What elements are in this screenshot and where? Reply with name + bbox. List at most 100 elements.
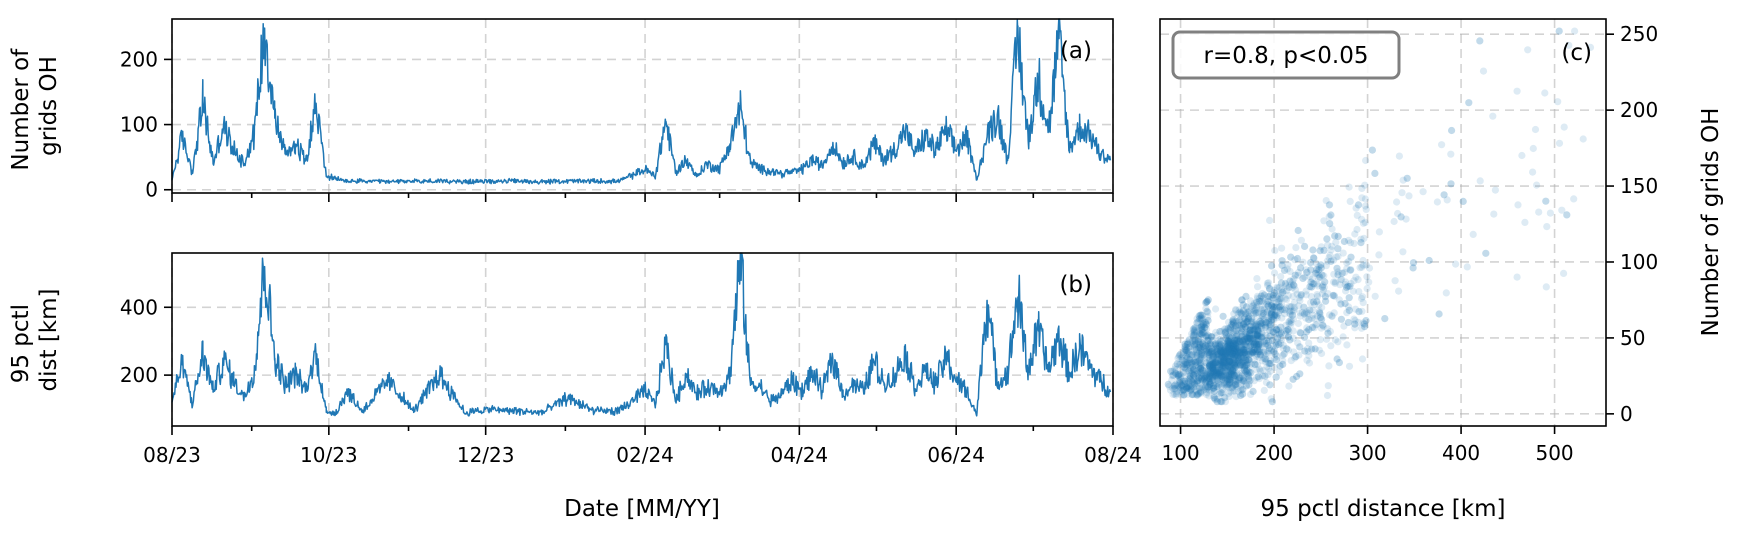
panel-c-point (1232, 336, 1240, 344)
panel-c-point (1221, 328, 1229, 336)
panel-c-point (1270, 328, 1278, 336)
panel-c-point (1245, 368, 1253, 376)
panel-c-point (1284, 261, 1292, 269)
panel-c-point (1185, 336, 1193, 344)
panel-c-point (1261, 323, 1270, 331)
panel-c-point (1225, 358, 1233, 366)
panel-c-point (1250, 319, 1258, 327)
panel-c-point (1206, 361, 1214, 369)
panel-c-point (1560, 123, 1568, 131)
panel-c-point (1190, 371, 1198, 379)
panel-c-point (1279, 344, 1287, 352)
panel-c-point (1301, 347, 1309, 355)
panel-c-point (1204, 348, 1212, 357)
panel-c-point (1242, 310, 1250, 318)
panel-c-point (1358, 293, 1367, 301)
panel-c-point (1229, 317, 1237, 325)
panel-c-point (1225, 369, 1233, 377)
panel-c-point (1201, 344, 1209, 352)
panel-c-point (1232, 344, 1240, 352)
panel-c-point (1322, 262, 1330, 270)
panel-c-point (1254, 294, 1262, 302)
panel-c-point (1333, 355, 1341, 363)
panel-c-point (1221, 329, 1229, 337)
panel-c-point (1229, 366, 1237, 375)
panel-c-point (1308, 314, 1316, 322)
panel-c-point (1335, 296, 1343, 304)
panel-c-point (1240, 348, 1248, 356)
panel-c-point (1261, 340, 1269, 348)
panel-c-point (1216, 360, 1224, 368)
panel-c-point (1261, 342, 1269, 350)
panel-c-point (1239, 361, 1247, 369)
panel-c-point (1263, 300, 1271, 308)
panel-c-point (1254, 346, 1262, 354)
panel-c-point (1289, 375, 1297, 383)
panel-c-point (1217, 360, 1225, 368)
panel-c-point (1211, 366, 1219, 374)
panel-c-point (1560, 269, 1568, 277)
panel-c-point (1297, 329, 1305, 337)
panel-c-point (1205, 332, 1213, 340)
panel-c-point (1240, 377, 1248, 385)
panel-c-point (1250, 346, 1258, 354)
panel-c-point (1231, 359, 1239, 367)
panel-c-point (1302, 314, 1310, 322)
panel-c-point (1198, 351, 1206, 359)
panel-c-point (1313, 269, 1321, 277)
panel-c-point (1254, 321, 1262, 330)
panel-c-point (1271, 329, 1280, 337)
panel-c-point (1256, 317, 1264, 325)
panel-c-point (1175, 372, 1183, 381)
panel-c-point (1310, 301, 1319, 309)
panel-c-point (1327, 211, 1335, 219)
panel-c-point (1294, 268, 1303, 277)
panel-c-point (1230, 348, 1238, 356)
panel-c-point (1239, 320, 1247, 328)
panel-c-point (1229, 343, 1237, 351)
panel-c-point (1242, 342, 1250, 350)
panel-c-point (1195, 368, 1203, 377)
panel-c-point (1248, 348, 1256, 356)
panel-c-point (1289, 315, 1297, 323)
panel-c-point (1230, 346, 1238, 355)
panel-c-point (1524, 46, 1532, 54)
panel-c-point (1303, 356, 1311, 364)
panel-c-point (1360, 234, 1368, 242)
panel-c-point (1286, 309, 1294, 318)
panel-c-point (1381, 315, 1389, 323)
panel-c-point (1225, 348, 1233, 356)
panel-c-point (1229, 350, 1237, 358)
panel-c-point (1282, 304, 1290, 312)
panel-a-ylabel-line-2: grids OH (36, 56, 62, 156)
panel-c-point (1171, 368, 1179, 377)
panel-c-point (1303, 328, 1311, 336)
panel-c-point (1272, 373, 1280, 381)
panel-c-point (1225, 332, 1233, 340)
panel-c-point (1229, 341, 1237, 349)
panel-c-point (1287, 307, 1295, 315)
panel-c-point (1226, 378, 1234, 386)
panel-c-point (1201, 333, 1209, 342)
panel-c-point (1246, 335, 1254, 343)
panel-c-point (1225, 371, 1233, 379)
panel-c-point (1176, 377, 1184, 385)
panel-c-point (1236, 338, 1244, 346)
panel-c-point (1242, 361, 1250, 369)
panel-c-point (1187, 369, 1195, 377)
panel-c-point (1201, 324, 1209, 332)
panel-c-point (1206, 372, 1214, 380)
panel-b-xtick-label-2: 12/23 (457, 443, 515, 467)
panel-c-point (1409, 264, 1417, 272)
panel-a-ytick-label-1: 100 (120, 113, 158, 137)
panel-c-point (1371, 169, 1379, 177)
panel-c-point (1297, 291, 1305, 299)
panel-c-point (1184, 390, 1192, 398)
panel-c-point (1307, 293, 1315, 301)
panel-c-point (1236, 335, 1244, 343)
panel-c-point (1172, 381, 1180, 389)
panel-c-point (1222, 349, 1230, 358)
panel-c-point (1205, 378, 1213, 386)
panel-c-point (1185, 382, 1193, 390)
